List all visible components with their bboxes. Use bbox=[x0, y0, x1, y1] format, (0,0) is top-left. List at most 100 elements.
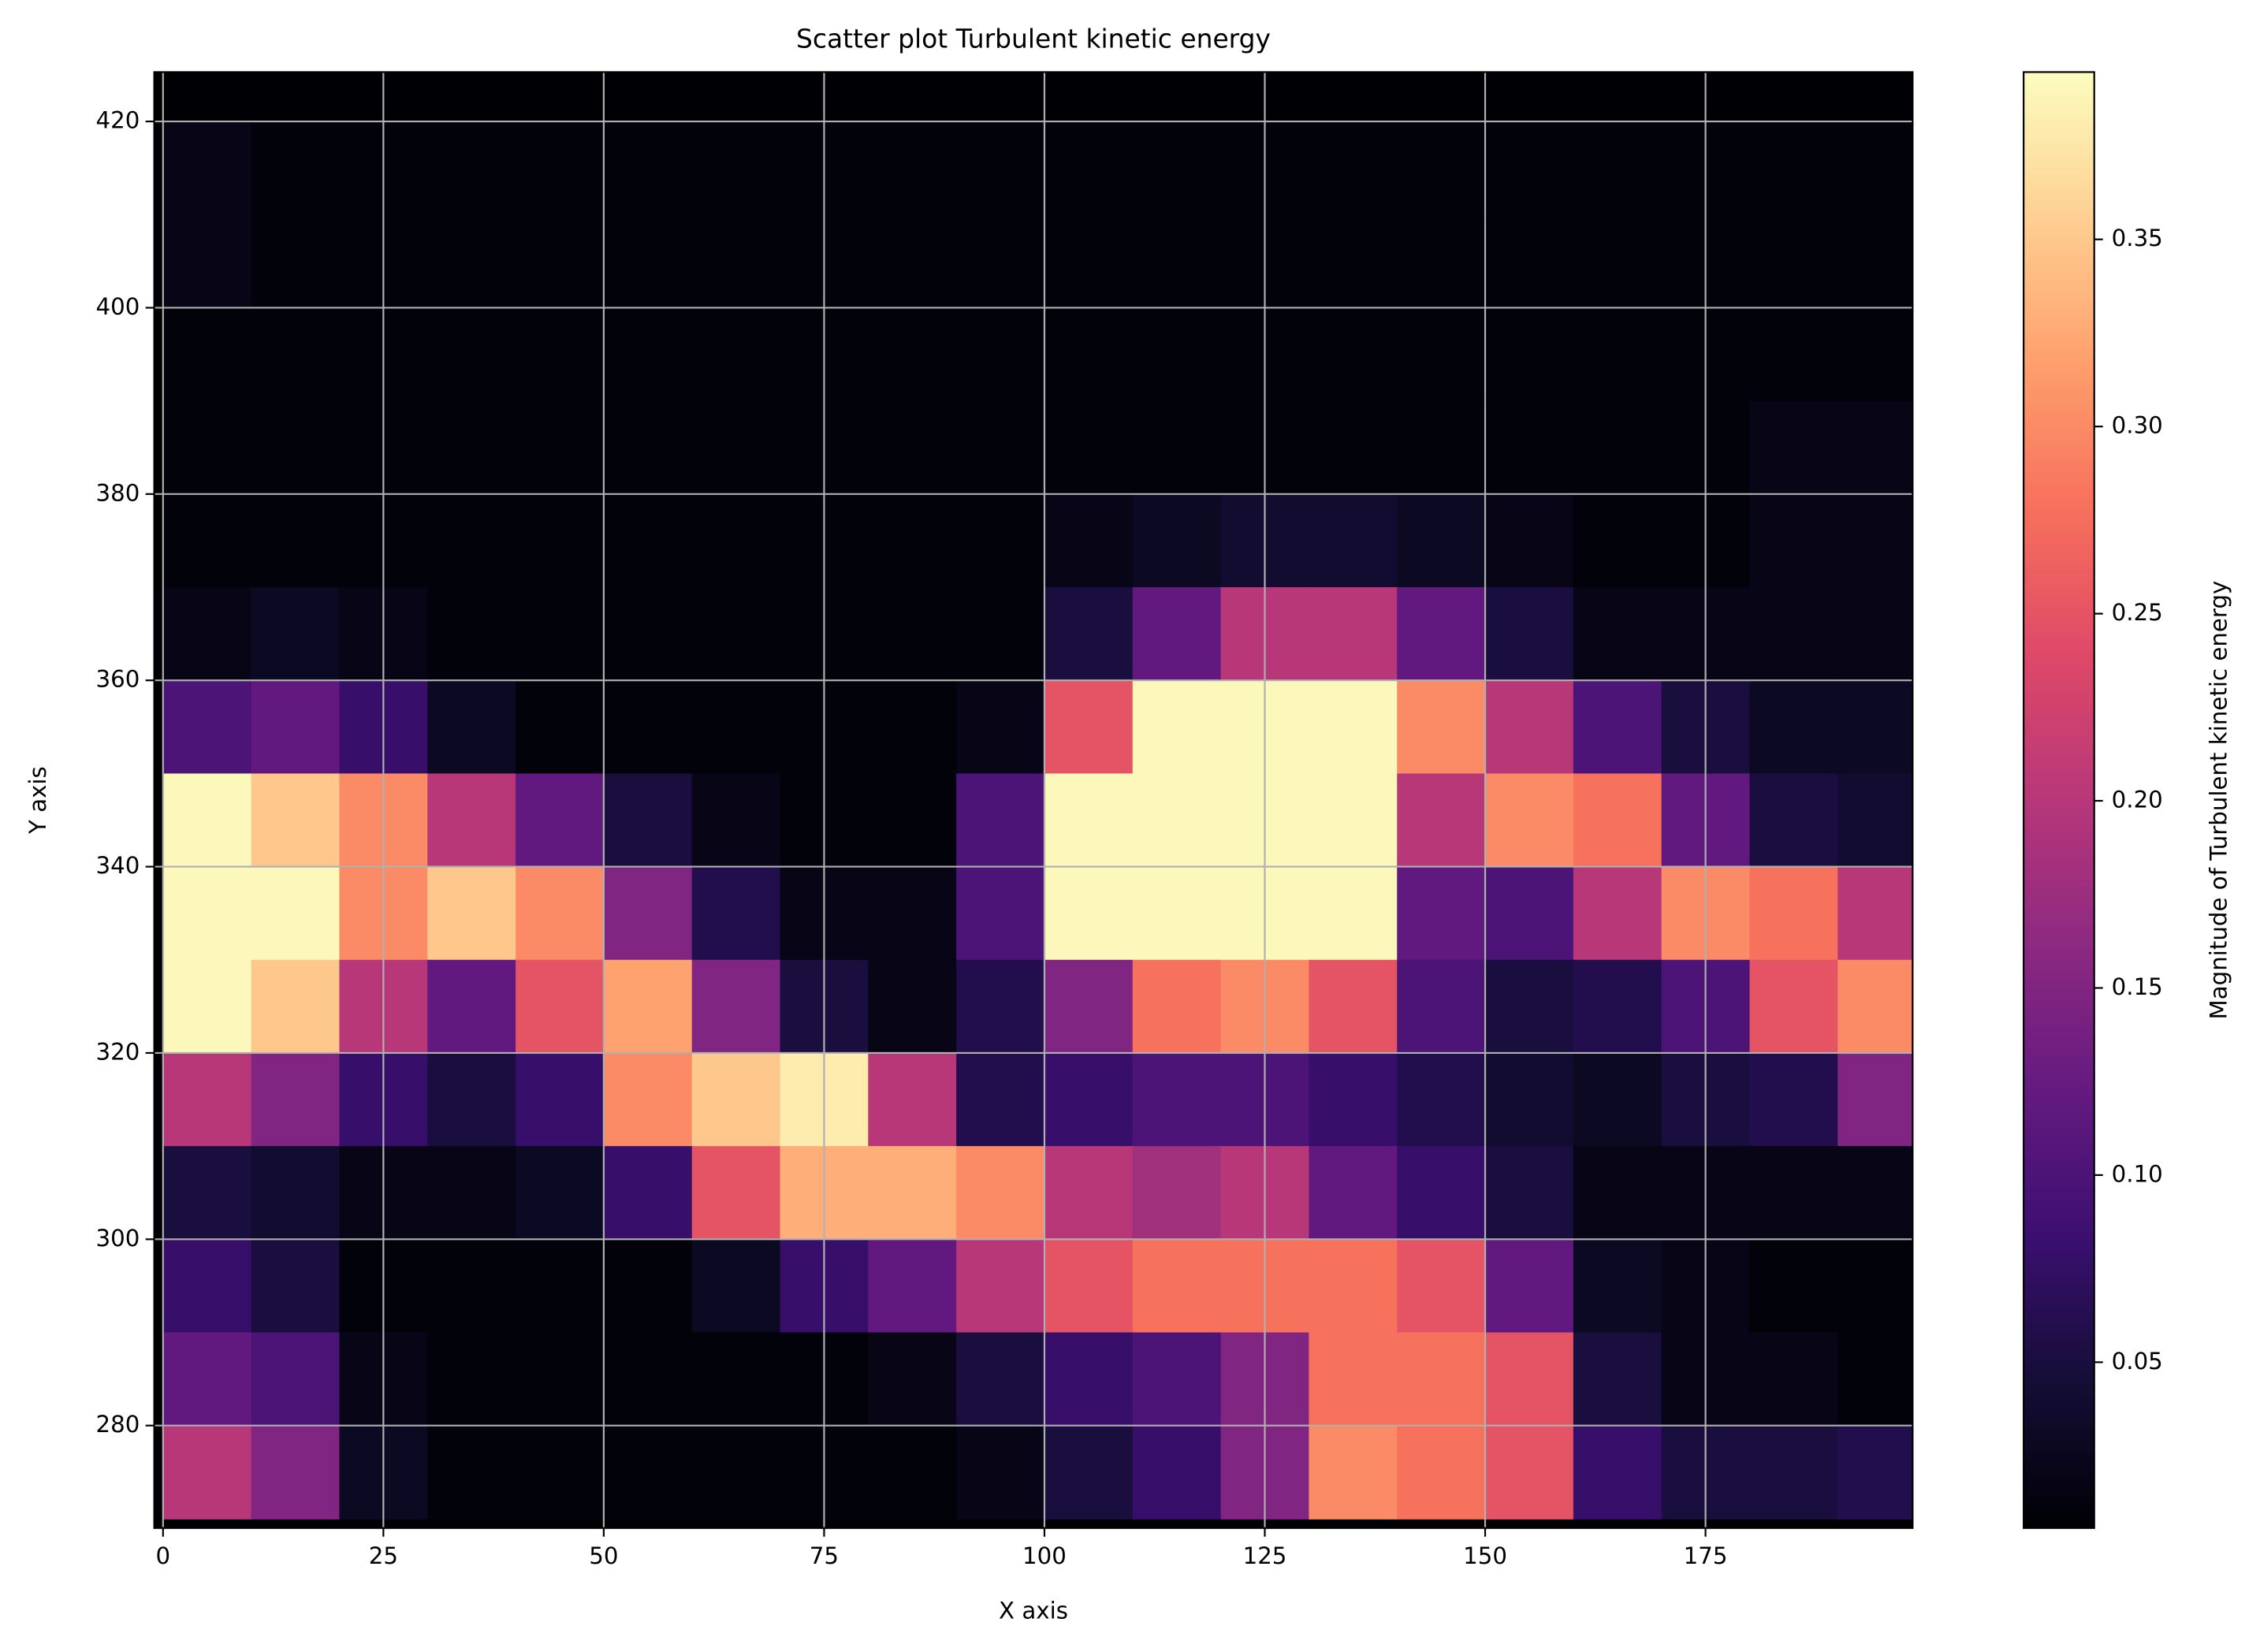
cell bbox=[162, 1239, 252, 1334]
cell bbox=[251, 493, 341, 588]
cell bbox=[162, 1052, 252, 1148]
x-tick-label: 125 bbox=[1243, 1542, 1287, 1569]
cell bbox=[1573, 1146, 1662, 1241]
cell bbox=[1837, 121, 1913, 216]
cell bbox=[1132, 214, 1222, 309]
cell bbox=[1132, 1052, 1222, 1148]
cell bbox=[956, 680, 1045, 775]
cell bbox=[1573, 1052, 1662, 1148]
cell bbox=[956, 1052, 1045, 1148]
cell bbox=[1485, 121, 1574, 216]
cell bbox=[1132, 493, 1222, 588]
cell bbox=[1397, 773, 1486, 868]
cell bbox=[1485, 866, 1574, 961]
colorbar-tick-label: 0.25 bbox=[2112, 599, 2163, 626]
cell bbox=[251, 866, 341, 961]
cell bbox=[1044, 1425, 1134, 1520]
cell bbox=[691, 773, 781, 868]
cell bbox=[603, 1425, 693, 1520]
cell bbox=[162, 121, 252, 216]
heatmap-cells bbox=[162, 121, 1913, 1520]
cell bbox=[1573, 400, 1662, 495]
cell bbox=[427, 1425, 516, 1520]
cell bbox=[956, 1425, 1045, 1520]
cell bbox=[1397, 587, 1486, 682]
cell bbox=[956, 307, 1045, 402]
cell bbox=[1837, 1146, 1913, 1241]
cell bbox=[1837, 587, 1913, 682]
cell bbox=[516, 1332, 605, 1427]
cell bbox=[956, 959, 1045, 1054]
cell bbox=[516, 1052, 605, 1148]
cell bbox=[868, 959, 958, 1054]
cell bbox=[516, 400, 605, 495]
cell bbox=[162, 1146, 252, 1241]
cell bbox=[251, 587, 341, 682]
cell bbox=[1573, 587, 1662, 682]
cell bbox=[956, 1146, 1045, 1241]
y-tick-label: 400 bbox=[96, 293, 140, 320]
cell bbox=[516, 1146, 605, 1241]
cell bbox=[516, 866, 605, 961]
x-tick-label: 150 bbox=[1463, 1542, 1507, 1569]
cell bbox=[516, 1239, 605, 1334]
x-tick-label: 0 bbox=[156, 1542, 171, 1569]
cell bbox=[1573, 866, 1662, 961]
cell bbox=[868, 1146, 958, 1241]
cell bbox=[1132, 866, 1222, 961]
cell bbox=[691, 1146, 781, 1241]
cell bbox=[691, 214, 781, 309]
cell bbox=[1397, 400, 1486, 495]
cell bbox=[1132, 1425, 1222, 1520]
cell bbox=[162, 1425, 252, 1520]
cell bbox=[1573, 680, 1662, 775]
cell bbox=[1309, 1239, 1398, 1334]
cell bbox=[251, 1052, 341, 1148]
cell bbox=[516, 1425, 605, 1520]
cell bbox=[603, 1332, 693, 1427]
cell bbox=[427, 959, 516, 1054]
cell bbox=[868, 587, 958, 682]
cell bbox=[1309, 959, 1398, 1054]
colorbar-label: Magnitude of Turbulent kinetic energy bbox=[2205, 581, 2232, 1020]
cell bbox=[1397, 121, 1486, 216]
cell bbox=[1485, 214, 1574, 309]
cell bbox=[603, 587, 693, 682]
x-tick-label: 25 bbox=[369, 1542, 398, 1569]
cell bbox=[868, 1425, 958, 1520]
x-axis-label: X axis bbox=[999, 1597, 1068, 1624]
cell bbox=[1132, 1332, 1222, 1427]
cell bbox=[251, 1332, 341, 1427]
cell bbox=[691, 866, 781, 961]
chart-title: Scatter plot Turbulent kinetic energy bbox=[796, 24, 1271, 54]
cell bbox=[1485, 959, 1574, 1054]
cell bbox=[1044, 959, 1134, 1054]
grid bbox=[154, 72, 1913, 1528]
cell bbox=[868, 121, 958, 216]
cell bbox=[1044, 773, 1134, 868]
cell bbox=[251, 1146, 341, 1241]
cell bbox=[1749, 587, 1839, 682]
cell bbox=[603, 307, 693, 402]
cell bbox=[1837, 959, 1913, 1054]
cell bbox=[1309, 1052, 1398, 1148]
y-axis-label: Y axis bbox=[24, 766, 51, 835]
cell bbox=[1044, 493, 1134, 588]
cell bbox=[1309, 773, 1398, 868]
cell bbox=[1749, 1425, 1839, 1520]
cell bbox=[427, 680, 516, 775]
cell bbox=[1132, 400, 1222, 495]
cell bbox=[956, 121, 1045, 216]
cell bbox=[1397, 680, 1486, 775]
cell bbox=[1573, 1425, 1662, 1520]
cell bbox=[1573, 121, 1662, 216]
cell bbox=[1749, 773, 1839, 868]
cell bbox=[603, 1052, 693, 1148]
cell bbox=[691, 493, 781, 588]
cell bbox=[516, 214, 605, 309]
cell bbox=[1132, 587, 1222, 682]
cell bbox=[1309, 214, 1398, 309]
cell bbox=[956, 773, 1045, 868]
cell bbox=[1573, 1332, 1662, 1427]
cell bbox=[251, 121, 341, 216]
